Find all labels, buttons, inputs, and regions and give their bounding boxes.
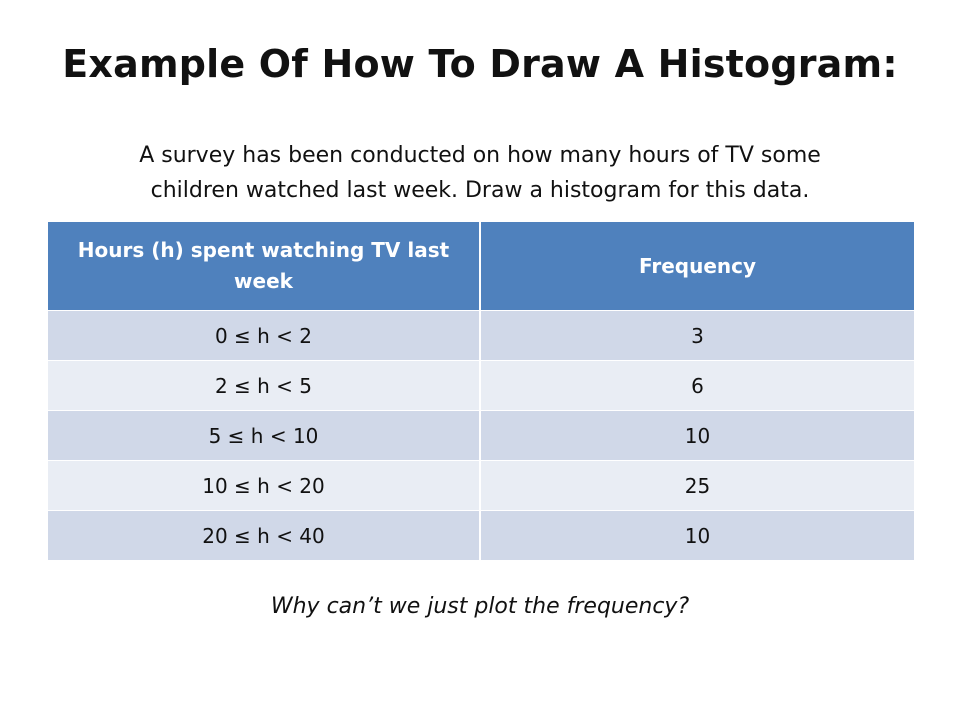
question-text: Why can’t we just plot the frequency?: [270, 594, 690, 619]
table-row: 10 ≤ h < 20 25: [48, 460, 914, 511]
cell-hours: 10 ≤ h < 20: [48, 460, 481, 511]
header-hours: Hours (h) spent watching TV last week: [48, 222, 481, 311]
cell-hours: 20 ≤ h < 40: [48, 510, 481, 560]
table-row: 5 ≤ h < 10 10: [48, 410, 914, 461]
cell-frequency: 6: [480, 360, 914, 411]
cell-hours: 2 ≤ h < 5: [48, 360, 481, 411]
table-header-row: Hours (h) spent watching TV last week Fr…: [48, 222, 914, 311]
table-row: 0 ≤ h < 2 3: [48, 310, 914, 361]
table-row: 2 ≤ h < 5 6: [48, 360, 914, 411]
header-frequency: Frequency: [480, 222, 914, 311]
cell-frequency: 25: [480, 460, 914, 511]
intro-line-2: children watched last week. Draw a histo…: [150, 178, 810, 203]
cell-hours: 5 ≤ h < 10: [48, 410, 481, 461]
slide-title: Example Of How To Draw A Histogram:: [62, 42, 898, 86]
intro-line-1: A survey has been conducted on how many …: [139, 143, 821, 168]
cell-frequency: 3: [480, 310, 914, 361]
cell-frequency: 10: [480, 510, 914, 560]
table-row: 20 ≤ h < 40 10: [48, 510, 914, 560]
cell-hours: 0 ≤ h < 2: [48, 310, 481, 361]
frequency-table: Hours (h) spent watching TV last week Fr…: [48, 222, 914, 560]
intro-text: A survey has been conducted on how many …: [40, 138, 920, 208]
cell-frequency: 10: [480, 410, 914, 461]
